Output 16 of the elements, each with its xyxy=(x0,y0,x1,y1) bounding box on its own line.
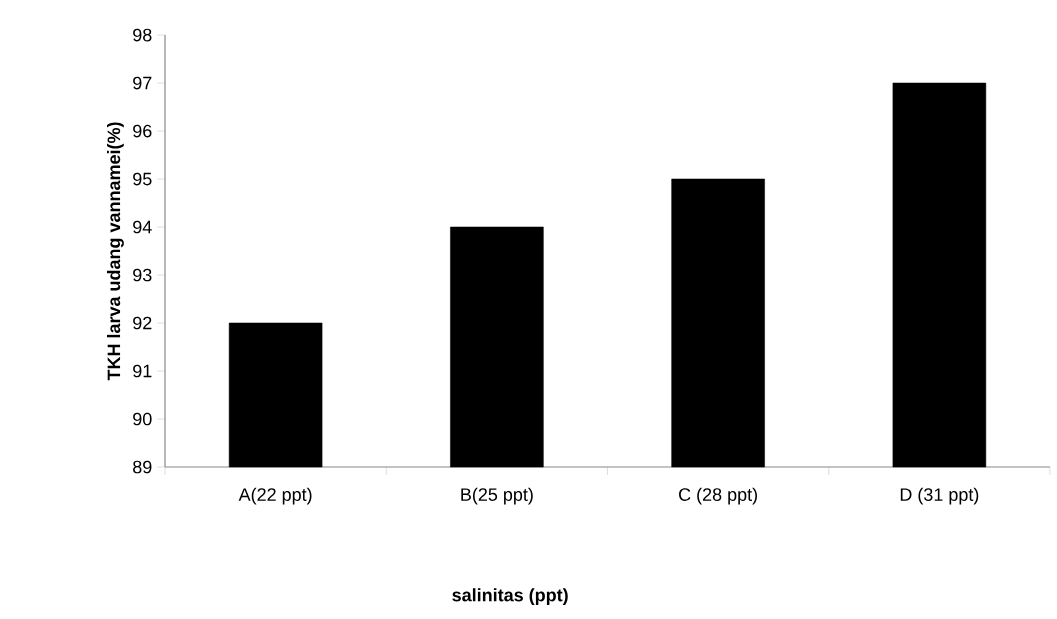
y-tick-label: 92 xyxy=(133,316,152,330)
x-tick-label: A(22 ppt) xyxy=(238,487,312,505)
y-tick-label: 91 xyxy=(133,364,152,378)
y-tick-label: 97 xyxy=(133,76,152,90)
x-tick-label: B(25 ppt) xyxy=(461,487,533,505)
y-tick-label: 95 xyxy=(133,172,152,186)
y-tick-label: 90 xyxy=(133,412,152,426)
x-tick-label: C (28 ppt) xyxy=(679,487,757,505)
y-tick-label: 94 xyxy=(133,220,152,234)
y-tick-label: 93 xyxy=(133,268,152,282)
y-tick-label: 98 xyxy=(133,28,152,42)
y-tick-label: 89 xyxy=(133,460,152,474)
x-tick-label: D (31 ppt) xyxy=(900,487,979,505)
y-tick-label: 96 xyxy=(133,124,152,138)
y-axis-title: TKH larva udang vannamei(%) xyxy=(107,122,124,381)
x-axis-title: salinitas (ppt) xyxy=(452,588,568,605)
